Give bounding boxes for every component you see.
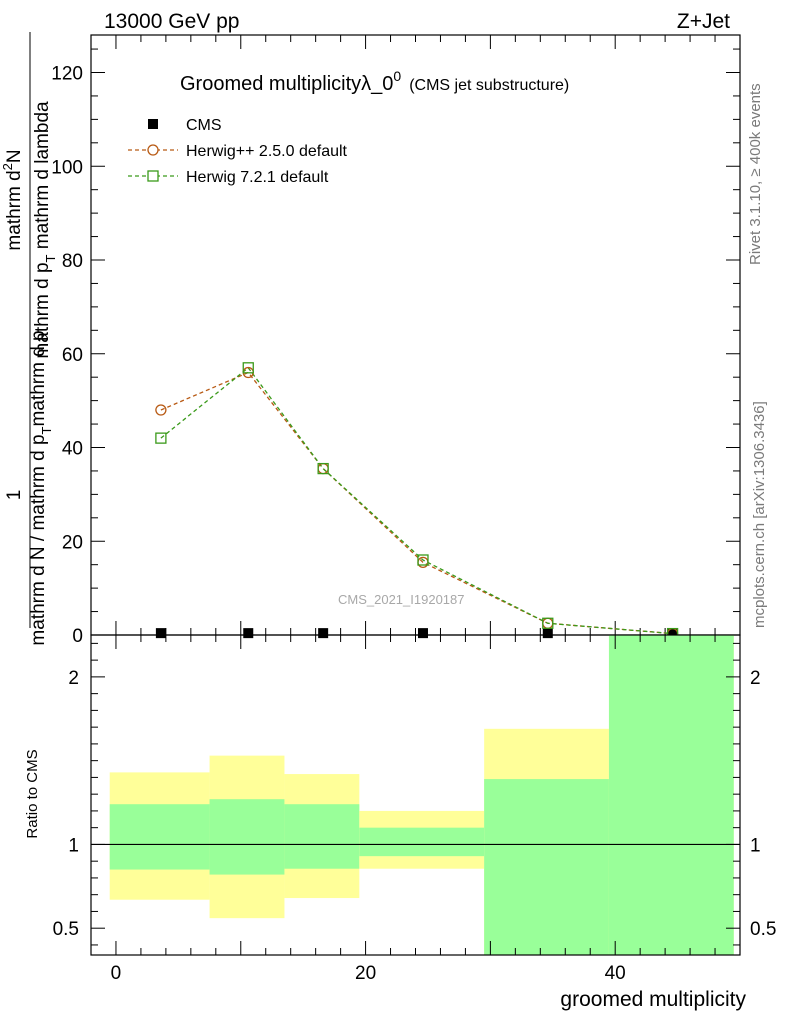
x-axis-label: groomed multiplicity: [560, 988, 746, 1011]
herwig7-point: [542, 617, 554, 629]
legend-marker-herwigpp: [147, 144, 159, 156]
ratio-band-inner: [608, 635, 734, 955]
chart-title: Groomed multiplicityλ_00(CMS jet substru…: [180, 68, 569, 95]
header-left-label: 13000 GeV pp: [104, 10, 239, 33]
ratio-y-tick-label-left: 1: [68, 835, 79, 856]
ratio-bands: [91, 635, 740, 955]
x-tick-label: 0: [111, 963, 122, 984]
cms-point: [243, 628, 254, 639]
ylabel-left-part: mathrm d N / mathrm d pTmathrm d p: [28, 330, 54, 645]
ratio-band-inner: [209, 799, 285, 875]
y-tick-label: 80: [62, 251, 83, 272]
y-tick-label: 120: [51, 64, 83, 85]
ratio-y-tick-label-left: 2: [68, 668, 79, 689]
legend-label-herwigpp: Herwig++ 2.5.0 default: [186, 143, 348, 160]
herwig7-point: [242, 362, 254, 374]
ylabel-top: 1: [4, 490, 25, 501]
herwigpp-point: [155, 404, 167, 416]
herwig7-point: [317, 462, 329, 475]
x-tick-label: 40: [605, 963, 626, 984]
herwig7-point: [155, 432, 167, 444]
ratio-y-tick-label-right: 2: [750, 668, 761, 689]
cms-point: [318, 628, 329, 639]
cms-point: [417, 628, 428, 639]
watermark: CMS_2021_I1920187: [338, 592, 465, 607]
y-tick-label: 0: [72, 626, 83, 647]
ratio-y-tick-label-right: 0.5: [750, 919, 776, 940]
main-y-axis-label: 1 mathrm d2N mathrm d pT mathrm d lambda…: [0, 32, 58, 646]
ratio-band-inner: [359, 827, 485, 857]
ratio-axis-ticks: 0.5 0.51 12 20 20 40: [53, 634, 776, 984]
legend-marker-cms: [148, 119, 158, 129]
ratio-band-inner: [284, 804, 360, 869]
herwigpp-point: [317, 462, 329, 475]
header-right-label: Z+Jet: [677, 10, 730, 33]
x-tick-label: 20: [355, 963, 376, 984]
series-line-2: [160, 366, 673, 635]
cms-point: [667, 628, 678, 639]
cms-point: [542, 628, 553, 639]
legend-marker-herwig7: [147, 170, 159, 182]
legend: CMS Herwig++ 2.5.0 default Herwig 7.2.1 …: [128, 117, 348, 186]
y-tick-label: 60: [62, 345, 83, 366]
rivet-label: Rivet 3.1.10, ≥ 400k events: [747, 83, 764, 265]
ratio-y-tick-label-right: 1: [750, 835, 761, 856]
ratio-band-inner: [109, 804, 210, 870]
series-markers: [155, 362, 679, 640]
ylabel-right-part: mathrm d pT mathrm d lambda: [32, 101, 58, 359]
ratio-band-inner: [484, 779, 609, 955]
series-lines: [160, 366, 673, 635]
y-tick-label: 40: [62, 439, 83, 460]
legend-label-herwig7: Herwig 7.2.1 default: [186, 169, 329, 186]
mcplots-label: mcplots.cern.ch [arXiv:1306.3436]: [751, 401, 768, 628]
herwig7-point: [417, 554, 429, 566]
legend-label-cms: CMS: [186, 117, 222, 134]
y-tick-label: 20: [62, 532, 83, 553]
ratio-y-label: Ratio to CMS: [24, 749, 41, 838]
ylabel-numerator: mathrm d2N: [0, 149, 25, 250]
y-tick-label: 100: [51, 157, 83, 178]
cms-point: [155, 628, 166, 639]
ratio-y-tick-label-left: 0.5: [53, 919, 79, 940]
main-y-axis-ticks: 0 20 40 60 80 100 120: [51, 35, 741, 647]
